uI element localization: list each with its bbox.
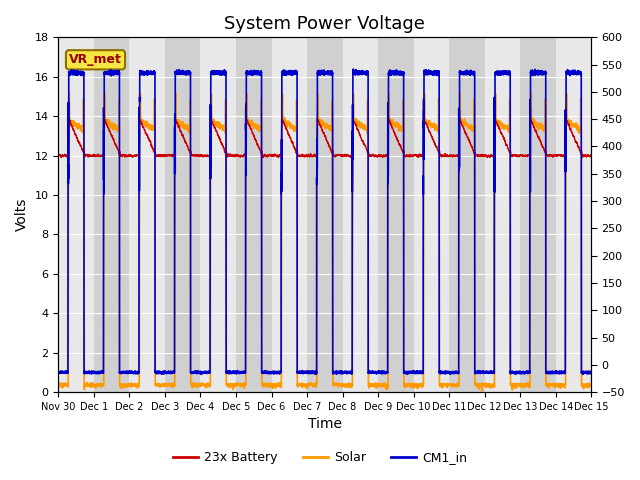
Line: 23x Battery: 23x Battery bbox=[58, 118, 591, 157]
CM1_in bbox=[512, 372, 520, 377]
Bar bbox=[307, 37, 342, 392]
Bar bbox=[165, 37, 200, 392]
Bar bbox=[484, 37, 520, 392]
23x Battery bbox=[474, 153, 482, 158]
23x Battery bbox=[399, 148, 406, 154]
Y-axis label: Volts: Volts bbox=[15, 198, 29, 231]
Bar bbox=[94, 37, 129, 392]
Solar bbox=[398, 127, 406, 133]
Bar bbox=[271, 37, 307, 392]
CM1_in bbox=[474, 370, 482, 376]
23x Battery bbox=[254, 142, 262, 148]
Line: CM1_in: CM1_in bbox=[58, 69, 591, 374]
23x Battery bbox=[163, 153, 171, 158]
CM1_in bbox=[54, 369, 62, 375]
Solar bbox=[163, 382, 171, 387]
CM1_in bbox=[349, 66, 357, 72]
23x Battery bbox=[259, 155, 267, 160]
Solar bbox=[54, 385, 62, 391]
Bar bbox=[413, 37, 449, 392]
Solar bbox=[586, 383, 593, 388]
Bar bbox=[556, 37, 591, 392]
CM1_in bbox=[588, 369, 595, 375]
23x Battery bbox=[168, 154, 176, 159]
CM1_in bbox=[254, 68, 262, 74]
Bar bbox=[342, 37, 378, 392]
Solar bbox=[168, 382, 176, 387]
CM1_in bbox=[163, 370, 171, 376]
Bar bbox=[449, 37, 484, 392]
23x Battery bbox=[586, 153, 593, 159]
23x Battery bbox=[172, 115, 179, 121]
Bar bbox=[58, 37, 94, 392]
Bar bbox=[129, 37, 165, 392]
Bar bbox=[520, 37, 556, 392]
CM1_in bbox=[398, 70, 406, 75]
23x Battery bbox=[54, 153, 62, 159]
Solar bbox=[254, 122, 262, 128]
Bar bbox=[378, 37, 413, 392]
Text: VR_met: VR_met bbox=[69, 53, 122, 66]
Line: Solar: Solar bbox=[58, 94, 591, 391]
Legend: 23x Battery, Solar, CM1_in: 23x Battery, Solar, CM1_in bbox=[168, 446, 472, 469]
Solar bbox=[474, 382, 482, 387]
Solar bbox=[478, 388, 486, 394]
Bar bbox=[200, 37, 236, 392]
Solar bbox=[65, 91, 73, 96]
Title: System Power Voltage: System Power Voltage bbox=[225, 15, 425, 33]
Solar bbox=[588, 381, 595, 387]
CM1_in bbox=[586, 370, 593, 376]
23x Battery bbox=[588, 154, 595, 160]
CM1_in bbox=[168, 370, 176, 375]
X-axis label: Time: Time bbox=[308, 418, 342, 432]
Bar bbox=[236, 37, 271, 392]
